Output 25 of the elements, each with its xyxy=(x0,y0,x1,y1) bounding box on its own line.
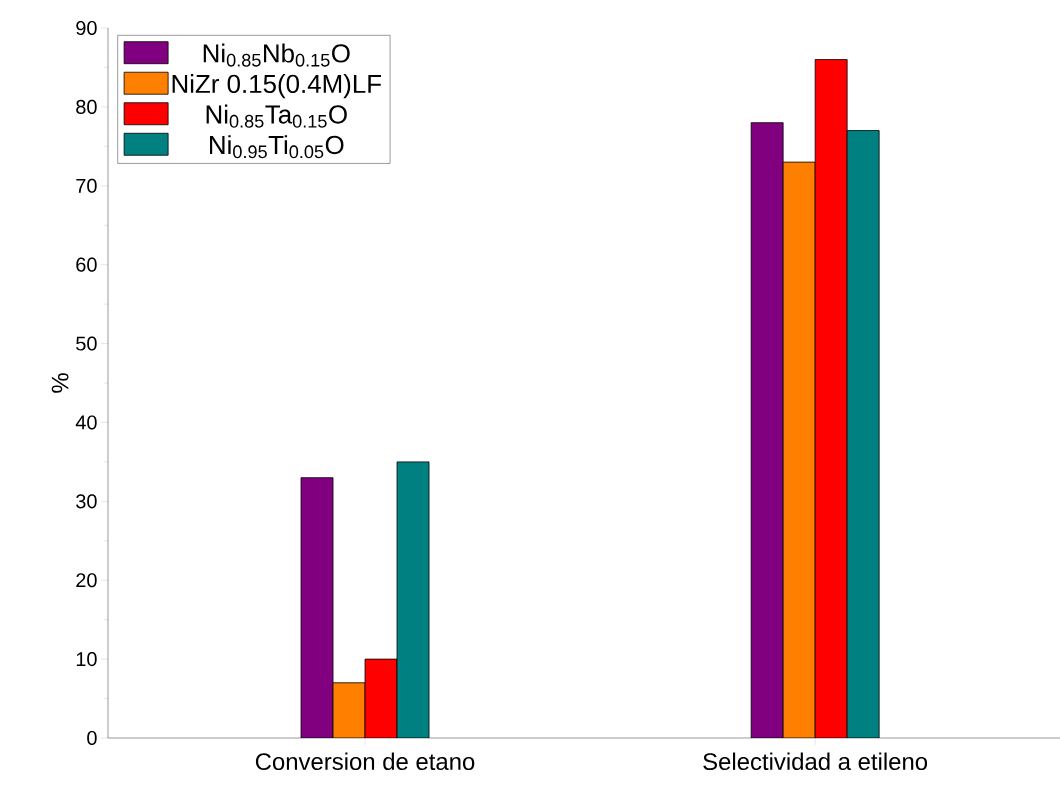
y-tick-label: 90 xyxy=(76,20,97,36)
y-tick-label: 50 xyxy=(76,336,97,351)
y-tick-label: 10 xyxy=(76,652,97,667)
y-tick-label: 30 xyxy=(76,494,97,509)
x-tick-label: Selectividad a etileno xyxy=(703,752,928,771)
bar xyxy=(750,122,784,738)
y-tick-label: 20 xyxy=(76,573,97,588)
bar xyxy=(846,130,880,738)
y-axis-title: % xyxy=(51,373,69,393)
x-tick-label: Conversion de etano xyxy=(255,752,475,771)
y-tick-label: 40 xyxy=(75,415,97,430)
bar xyxy=(332,682,366,738)
bar xyxy=(300,477,334,738)
y-tick-label: 0 xyxy=(87,730,97,746)
legend-label: Ni$_{0.85}$Ta$_{0.15}$O xyxy=(206,104,347,128)
bar xyxy=(814,59,848,738)
y-tick-label: 60 xyxy=(76,257,97,272)
bar xyxy=(396,461,430,738)
y-tick-label: 70 xyxy=(76,178,97,193)
legend-label: Ni$_{0.85}$Nb$_{0.15}$O xyxy=(203,43,350,67)
bar xyxy=(782,161,816,738)
legend-label: NiZr 0.15(0.4M)LF xyxy=(172,74,382,99)
legend-label: Ni$_{0.95}$Ti$_{0.05}$O xyxy=(210,135,344,159)
bar xyxy=(364,658,398,738)
y-tick-label: 80 xyxy=(76,99,97,114)
